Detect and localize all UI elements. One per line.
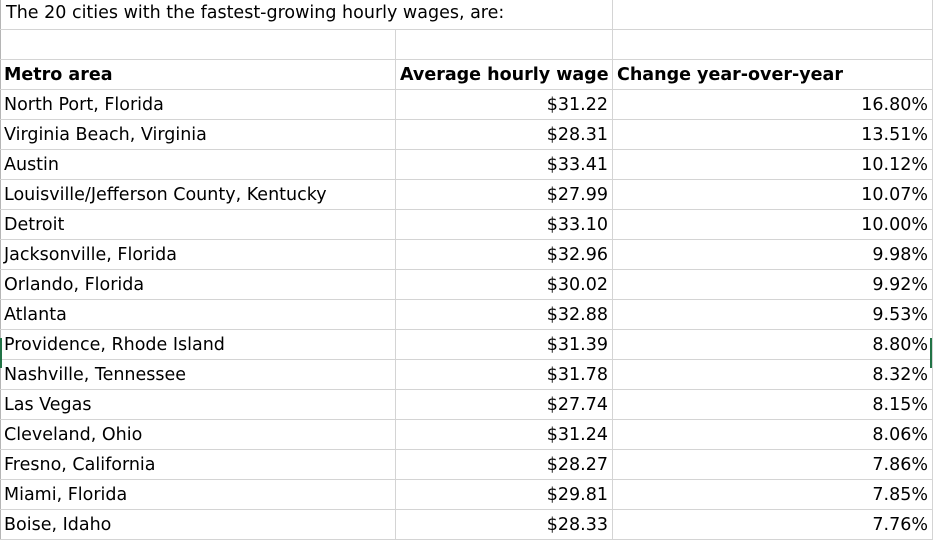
wage-cell[interactable]: $28.31 — [396, 120, 613, 150]
wage-cell[interactable]: $31.39 — [396, 330, 613, 360]
metro-cell[interactable]: Miami, Florida — [0, 480, 396, 510]
header-row: Metro area Average hourly wage Change ye… — [0, 60, 933, 90]
change-cell[interactable]: 9.92% — [613, 270, 933, 300]
wage-cell[interactable]: $32.88 — [396, 300, 613, 330]
table-row: Providence, Rhode Island $31.39 8.80% — [0, 330, 933, 360]
wage-cell[interactable]: $27.74 — [396, 390, 613, 420]
change-cell[interactable]: 10.12% — [613, 150, 933, 180]
table-row: Detroit $33.10 10.00% — [0, 210, 933, 240]
table-row: Miami, Florida $29.81 7.85% — [0, 480, 933, 510]
table-row: Boise, Idaho $28.33 7.76% — [0, 510, 933, 540]
metro-cell[interactable]: Cleveland, Ohio — [0, 420, 396, 450]
wage-cell[interactable]: $31.22 — [396, 90, 613, 120]
table-row: Orlando, Florida $30.02 9.92% — [0, 270, 933, 300]
metro-cell[interactable]: North Port, Florida — [0, 90, 396, 120]
table-row: Jacksonville, Florida $32.96 9.98% — [0, 240, 933, 270]
wage-cell[interactable]: $33.41 — [396, 150, 613, 180]
wage-cell[interactable]: $30.02 — [396, 270, 613, 300]
change-cell[interactable]: 13.51% — [613, 120, 933, 150]
change-cell[interactable]: 8.15% — [613, 390, 933, 420]
change-cell[interactable]: 10.07% — [613, 180, 933, 210]
wage-cell[interactable]: $29.81 — [396, 480, 613, 510]
sheet-row-title: The 20 cities with the fastest-growing h… — [0, 0, 933, 30]
change-cell[interactable]: 9.98% — [613, 240, 933, 270]
empty-cell[interactable] — [396, 30, 613, 60]
header-average-hourly-wage[interactable]: Average hourly wage — [396, 60, 613, 90]
header-change-year-over-year[interactable]: Change year-over-year — [613, 60, 933, 90]
sheet-row-empty — [0, 30, 933, 60]
header-metro-area[interactable]: Metro area — [0, 60, 396, 90]
wage-cell[interactable]: $28.27 — [396, 450, 613, 480]
empty-cell[interactable] — [613, 30, 933, 60]
metro-cell[interactable]: Virginia Beach, Virginia — [0, 120, 396, 150]
wage-cell[interactable]: $31.78 — [396, 360, 613, 390]
wage-cell[interactable]: $33.10 — [396, 210, 613, 240]
table-row: Virginia Beach, Virginia $28.31 13.51% — [0, 120, 933, 150]
change-cell[interactable]: 8.06% — [613, 420, 933, 450]
change-cell[interactable]: 7.76% — [613, 510, 933, 540]
table-row: Nashville, Tennessee $31.78 8.32% — [0, 360, 933, 390]
metro-cell[interactable]: Fresno, California — [0, 450, 396, 480]
change-cell[interactable]: 8.32% — [613, 360, 933, 390]
table-row: Louisville/Jefferson County, Kentucky $27… — [0, 180, 933, 210]
change-cell[interactable]: 9.53% — [613, 300, 933, 330]
table-row: Cleveland, Ohio $31.24 8.06% — [0, 420, 933, 450]
change-cell[interactable]: 7.86% — [613, 450, 933, 480]
metro-cell[interactable]: Nashville, Tennessee — [0, 360, 396, 390]
table-row: North Port, Florida $31.22 16.80% — [0, 90, 933, 120]
change-cell[interactable]: 16.80% — [613, 90, 933, 120]
empty-cell[interactable] — [0, 30, 396, 60]
metro-cell[interactable]: Detroit — [0, 210, 396, 240]
selection-border-right — [930, 338, 932, 368]
title-cell[interactable]: The 20 cities with the fastest-growing h… — [0, 0, 613, 30]
metro-cell[interactable]: Atlanta — [0, 300, 396, 330]
metro-cell[interactable]: Jacksonville, Florida — [0, 240, 396, 270]
grid-left-edge — [0, 0, 1, 540]
table-row: Fresno, California $28.27 7.86% — [0, 450, 933, 480]
table-row: Austin $33.41 10.12% — [0, 150, 933, 180]
change-cell[interactable]: 7.85% — [613, 480, 933, 510]
change-cell[interactable]: 10.00% — [613, 210, 933, 240]
metro-cell[interactable]: Providence, Rhode Island — [0, 330, 396, 360]
metro-cell[interactable]: Austin — [0, 150, 396, 180]
selection-border-left — [0, 338, 2, 368]
change-cell[interactable]: 8.80% — [613, 330, 933, 360]
wage-cell[interactable]: $28.33 — [396, 510, 613, 540]
table-row: Atlanta $32.88 9.53% — [0, 300, 933, 330]
metro-cell[interactable]: Orlando, Florida — [0, 270, 396, 300]
empty-cell[interactable] — [613, 0, 933, 30]
metro-cell[interactable]: Las Vegas — [0, 390, 396, 420]
wage-cell[interactable]: $27.99 — [396, 180, 613, 210]
wage-cell[interactable]: $31.24 — [396, 420, 613, 450]
wage-cell[interactable]: $32.96 — [396, 240, 613, 270]
metro-cell[interactable]: Boise, Idaho — [0, 510, 396, 540]
metro-cell[interactable]: Louisville/Jefferson County, Kentucky — [0, 180, 396, 210]
table-row: Las Vegas $27.74 8.15% — [0, 390, 933, 420]
